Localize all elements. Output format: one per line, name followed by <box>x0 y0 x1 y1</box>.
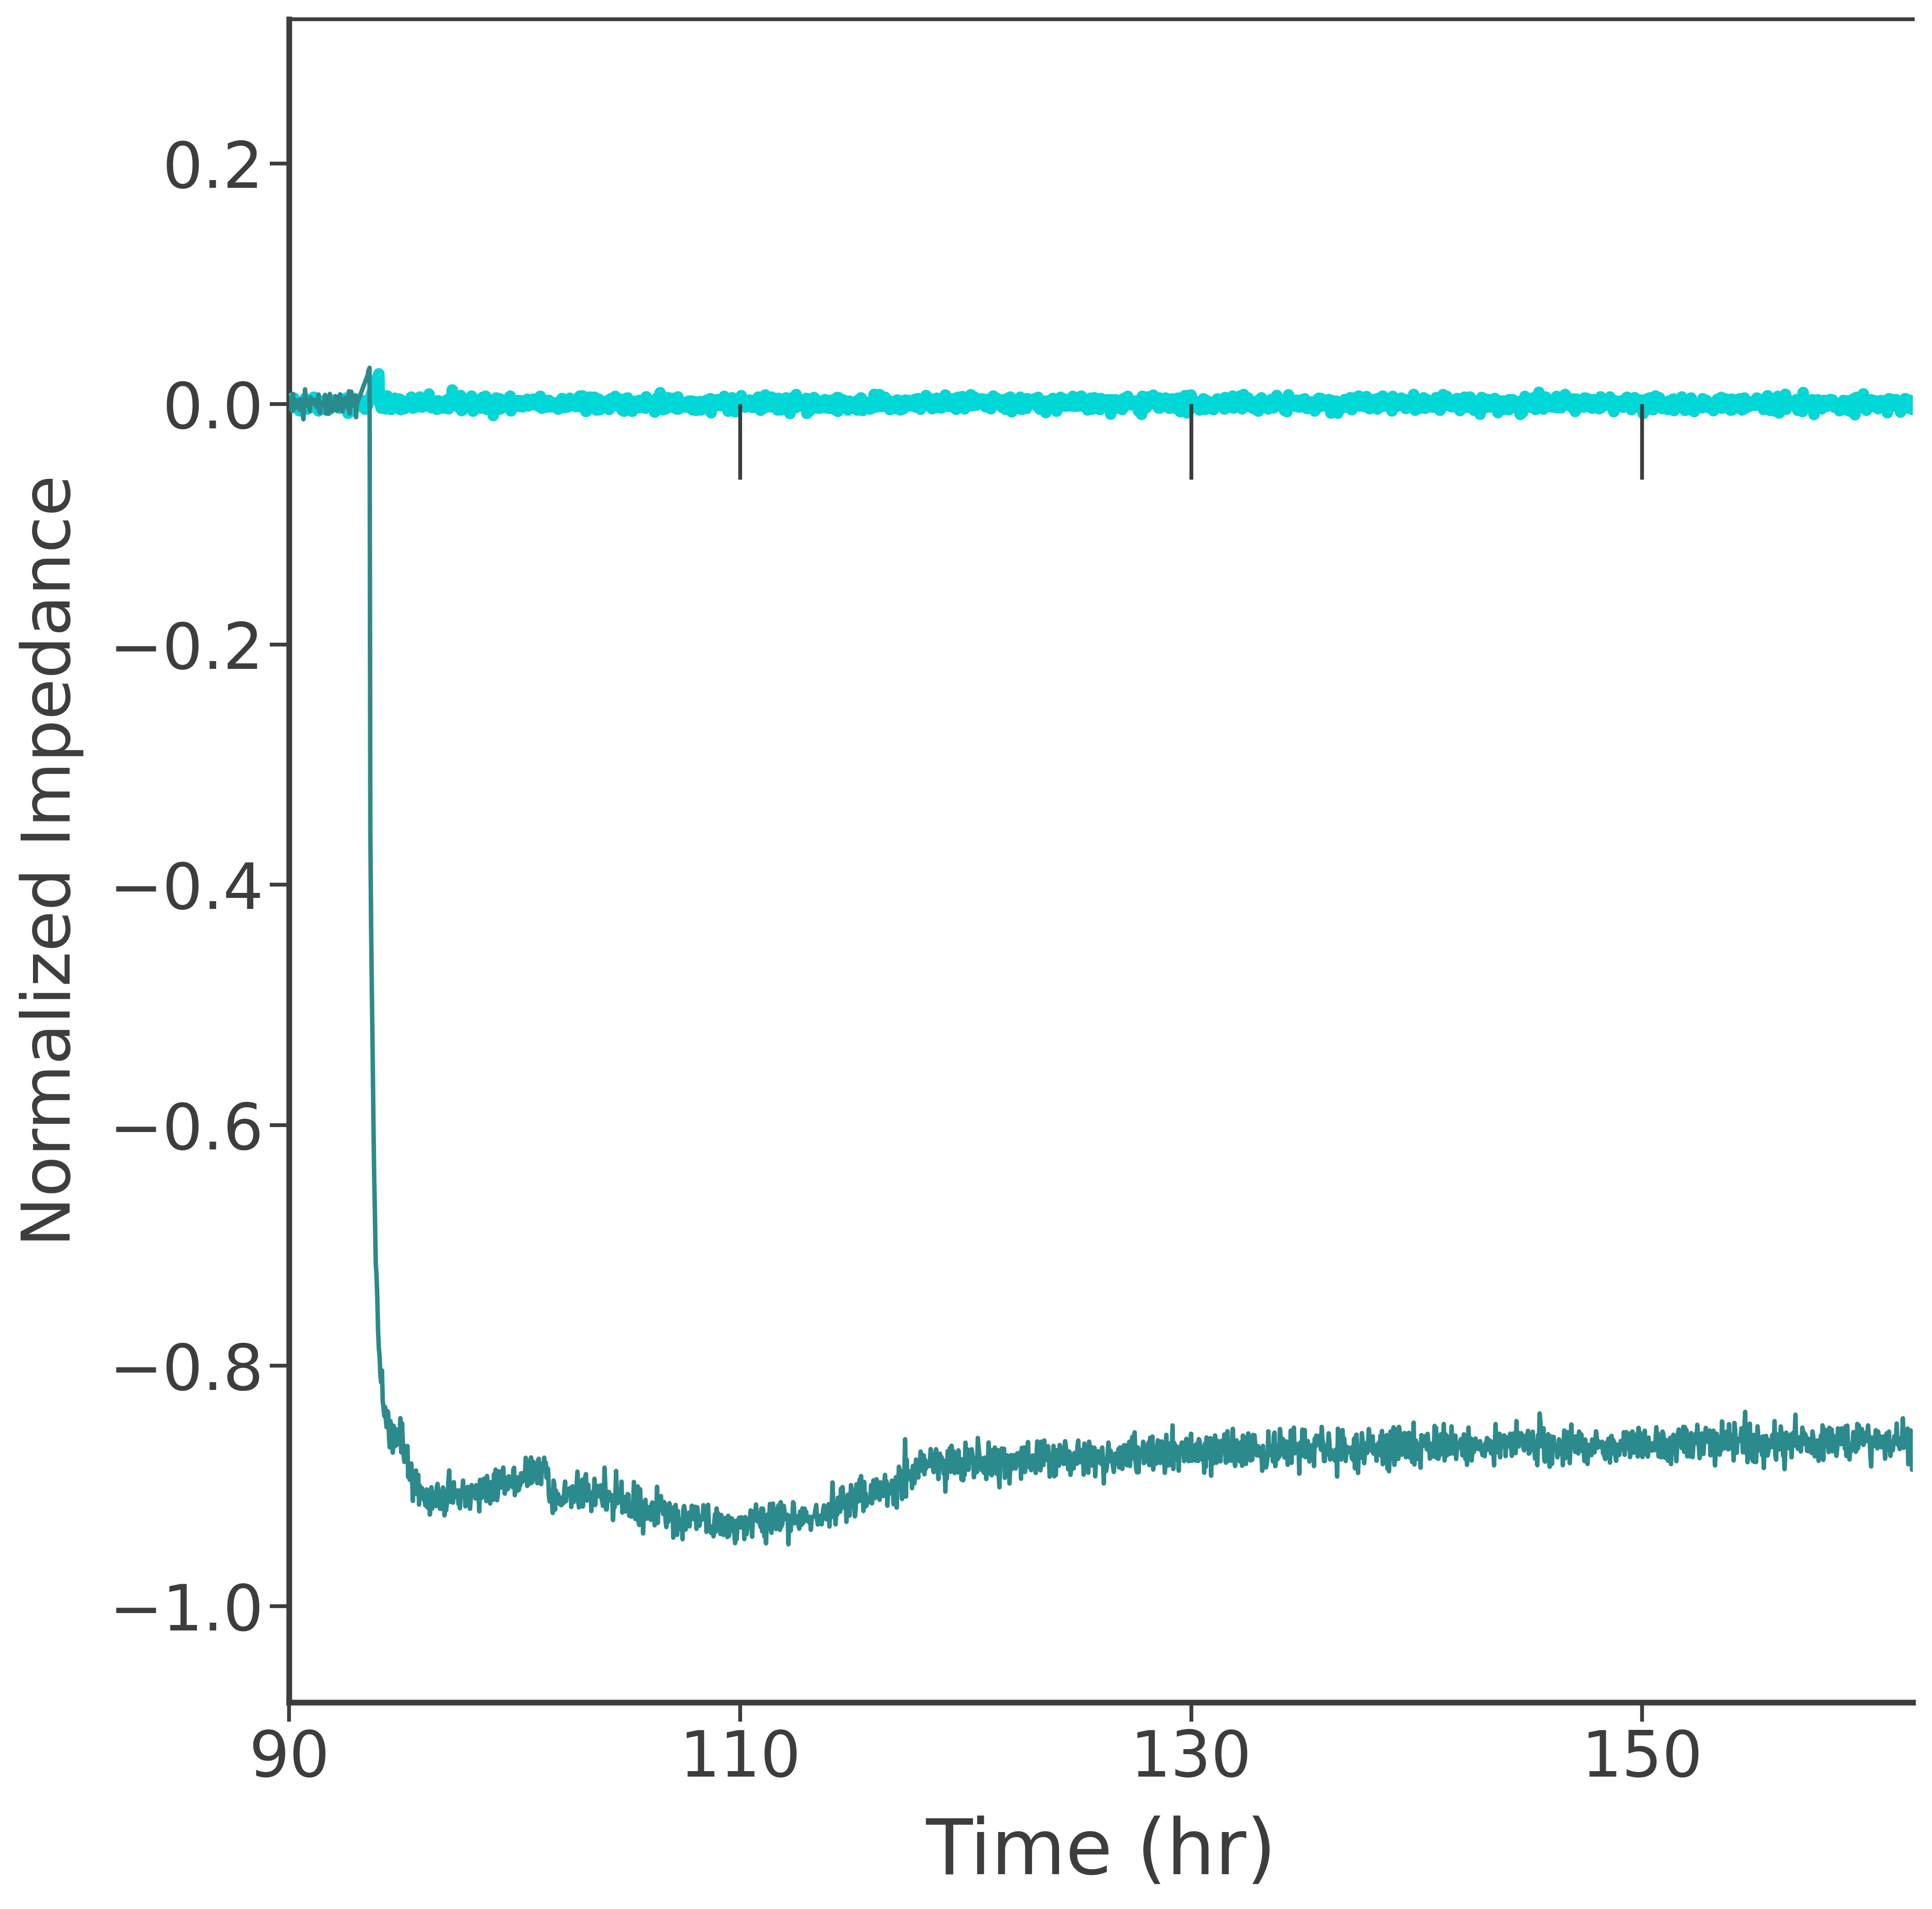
Y-axis label: Normalized Impedance: Normalized Impedance <box>19 475 83 1247</box>
X-axis label: Time (hr): Time (hr) <box>925 1815 1277 1890</box>
